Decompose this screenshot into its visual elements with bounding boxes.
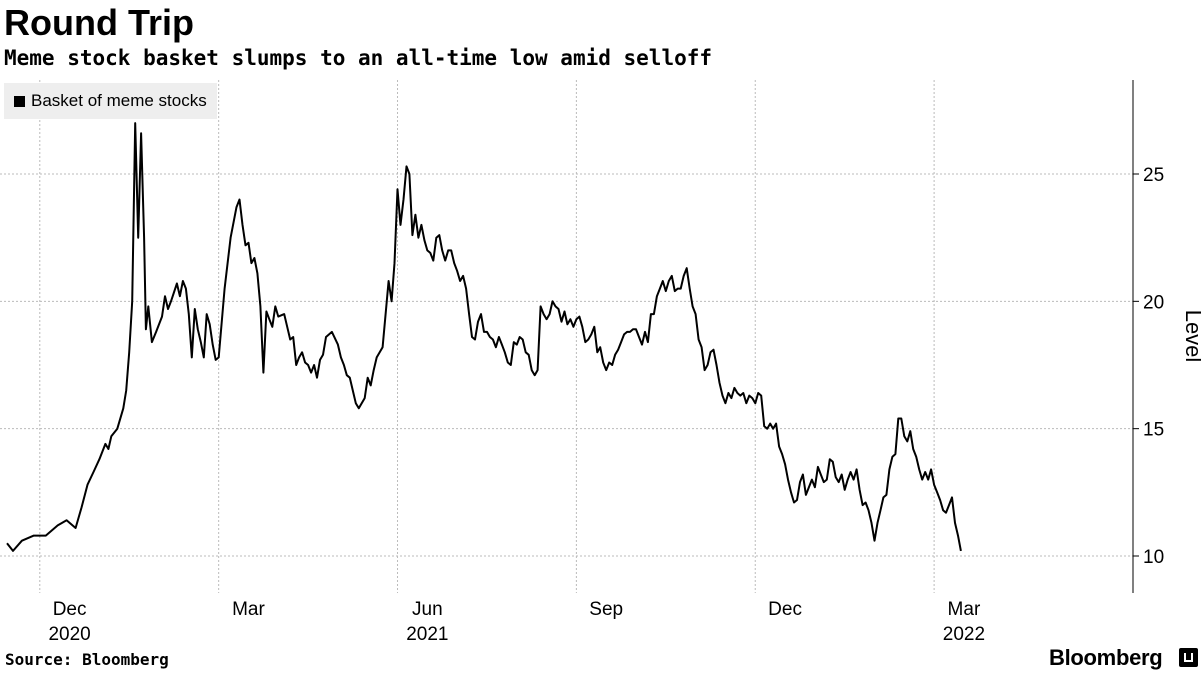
chart-title: Round Trip (4, 2, 194, 43)
x-tick-label: Dec (768, 599, 802, 620)
y-tick-label: 15 (1143, 420, 1164, 441)
legend-swatch (14, 95, 25, 107)
chart-subtitle: Meme stock basket slumps to an all-time … (4, 46, 713, 70)
x-tick-label: Dec (53, 599, 87, 620)
x-tick-year-label: 2022 (943, 624, 985, 645)
x-tick-year-label: 2021 (406, 624, 448, 645)
x-tick-label: Sep (589, 599, 623, 620)
x-tick-label: Jun (412, 599, 443, 620)
series-line-meme-basket (6, 122, 962, 552)
bloomberg-logo: Bloomberg (1049, 645, 1163, 670)
y-tick-label: 10 (1143, 547, 1164, 568)
legend: Basket of meme stocks (4, 83, 217, 119)
legend-label: Basket of meme stocks (31, 91, 207, 110)
x-tick-year-label: 2020 (48, 624, 90, 645)
x-tick-label: Mar (232, 599, 265, 620)
y-tick-label: 20 (1143, 292, 1164, 313)
x-tick-label: Mar (948, 599, 981, 620)
y-tick-label: 25 (1143, 165, 1164, 186)
bloomberg-chart-icon (1179, 648, 1198, 667)
y-axis-label: Level (1181, 310, 1201, 363)
source-note: Source: Bloomberg (5, 650, 169, 669)
